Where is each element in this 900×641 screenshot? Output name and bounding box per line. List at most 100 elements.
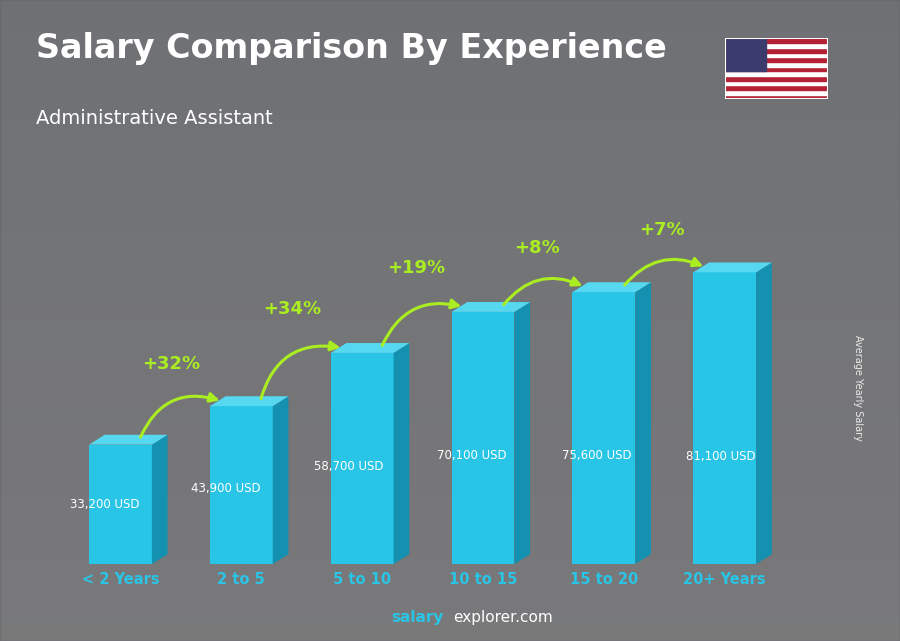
Bar: [0, 199, 900, 205]
Bar: [0, 276, 900, 282]
Text: salary: salary: [392, 610, 444, 625]
Bar: [0, 564, 900, 570]
Bar: [0, 6, 900, 13]
Bar: [0, 58, 900, 64]
Bar: [0, 77, 900, 83]
Bar: [0, 320, 900, 327]
Bar: [0, 391, 900, 397]
Bar: [0, 545, 900, 551]
Bar: [0, 295, 900, 301]
Bar: [724, 71, 828, 76]
Bar: [0, 603, 900, 609]
Bar: [0, 141, 900, 147]
Bar: [0, 628, 900, 635]
Text: 58,700 USD: 58,700 USD: [314, 460, 383, 474]
Polygon shape: [572, 292, 635, 564]
Bar: [0, 45, 900, 51]
Bar: [0, 494, 900, 500]
Bar: [0, 218, 900, 224]
Bar: [0, 551, 900, 558]
Bar: [724, 62, 828, 67]
Polygon shape: [210, 406, 273, 564]
Bar: [0, 26, 900, 32]
Bar: [0, 115, 900, 122]
Bar: [0, 423, 900, 429]
Bar: [724, 90, 828, 95]
Bar: [0, 532, 900, 538]
Bar: [0, 90, 900, 96]
Bar: [0, 481, 900, 487]
Polygon shape: [393, 343, 410, 564]
Bar: [0, 583, 900, 590]
Bar: [0, 103, 900, 109]
Bar: [0, 365, 900, 372]
Bar: [0, 109, 900, 115]
Bar: [0, 417, 900, 423]
Bar: [0, 38, 900, 45]
Bar: [0, 397, 900, 404]
Bar: [0, 622, 900, 628]
Bar: [0, 147, 900, 154]
Polygon shape: [452, 312, 515, 564]
Bar: [0, 231, 900, 237]
Text: 33,200 USD: 33,200 USD: [69, 498, 140, 511]
Bar: [0, 590, 900, 596]
Text: Salary Comparison By Experience: Salary Comparison By Experience: [36, 32, 667, 65]
Bar: [724, 38, 766, 71]
Bar: [0, 609, 900, 615]
Text: +19%: +19%: [388, 259, 446, 277]
Bar: [0, 282, 900, 288]
Text: +34%: +34%: [263, 299, 321, 318]
Polygon shape: [572, 282, 651, 292]
Bar: [0, 353, 900, 359]
Bar: [724, 48, 828, 53]
Bar: [0, 128, 900, 135]
Bar: [0, 346, 900, 353]
Polygon shape: [273, 396, 289, 564]
Bar: [0, 0, 900, 6]
Bar: [0, 570, 900, 577]
Bar: [0, 314, 900, 320]
Bar: [0, 558, 900, 564]
Bar: [724, 53, 828, 57]
Bar: [0, 288, 900, 295]
Bar: [0, 167, 900, 173]
Bar: [0, 256, 900, 263]
Bar: [0, 122, 900, 128]
Bar: [0, 615, 900, 622]
Bar: [0, 205, 900, 212]
Bar: [0, 71, 900, 77]
Bar: [0, 244, 900, 250]
Bar: [0, 449, 900, 455]
Bar: [724, 76, 828, 81]
Bar: [0, 64, 900, 71]
Text: explorer.com: explorer.com: [453, 610, 553, 625]
Text: +8%: +8%: [515, 239, 561, 257]
Bar: [0, 385, 900, 391]
Bar: [0, 442, 900, 449]
Bar: [724, 81, 828, 85]
Text: 75,600 USD: 75,600 USD: [562, 449, 631, 462]
Bar: [0, 436, 900, 442]
Bar: [0, 372, 900, 378]
Text: Administrative Assistant: Administrative Assistant: [36, 109, 273, 128]
Bar: [0, 538, 900, 545]
Bar: [0, 51, 900, 58]
Polygon shape: [152, 435, 167, 564]
Text: Average Yearly Salary: Average Yearly Salary: [853, 335, 863, 441]
Bar: [0, 301, 900, 308]
Bar: [0, 13, 900, 19]
Bar: [0, 173, 900, 179]
Text: 70,100 USD: 70,100 USD: [437, 449, 507, 462]
Text: +7%: +7%: [639, 221, 685, 239]
Bar: [0, 19, 900, 26]
Text: 43,900 USD: 43,900 USD: [191, 482, 260, 495]
Bar: [0, 474, 900, 481]
Polygon shape: [89, 445, 152, 564]
Bar: [724, 57, 828, 62]
Bar: [0, 135, 900, 141]
Bar: [724, 38, 828, 43]
Bar: [0, 526, 900, 532]
Bar: [724, 67, 828, 71]
Bar: [0, 513, 900, 519]
